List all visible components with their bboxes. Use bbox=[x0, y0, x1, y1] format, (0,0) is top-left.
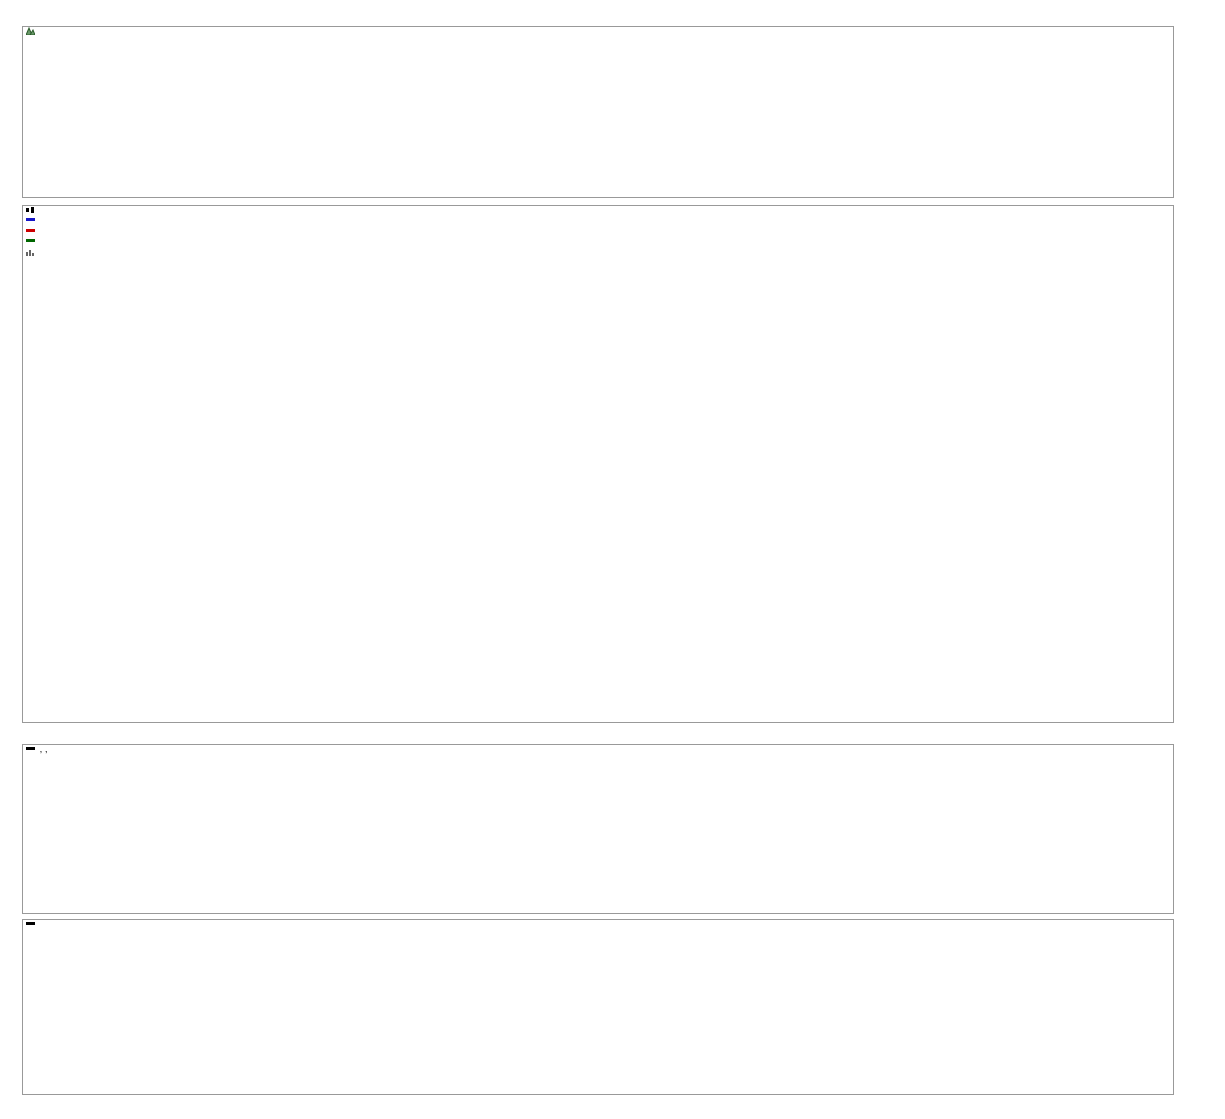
candlestick-icon bbox=[26, 206, 35, 214]
macd-plot-area[interactable] bbox=[22, 744, 1174, 914]
chart-header bbox=[0, 0, 1225, 24]
rsi-plot-area[interactable] bbox=[22, 26, 1174, 198]
bollinger-swatch bbox=[26, 239, 35, 243]
macd-panel: , , bbox=[22, 744, 1174, 914]
ma12-swatch bbox=[26, 228, 35, 232]
stochastic-swatch bbox=[26, 921, 35, 925]
rsi-legend bbox=[25, 26, 37, 38]
rsi-panel bbox=[22, 26, 1174, 198]
macd-swatch bbox=[26, 746, 35, 750]
price-legend bbox=[26, 206, 37, 259]
rsi-indicator-icon bbox=[25, 26, 36, 36]
price-panel bbox=[22, 205, 1174, 723]
macd-legend-comma1: , bbox=[39, 744, 43, 755]
volume-bars-icon bbox=[26, 248, 35, 256]
stochastic-legend bbox=[26, 920, 37, 931]
stochastic-series-overlay bbox=[22, 919, 1174, 1095]
ma1-swatch bbox=[26, 218, 35, 222]
stochastic-plot-area[interactable] bbox=[22, 919, 1174, 1095]
macd-legend-comma2: , bbox=[44, 744, 48, 755]
macd-series-overlay bbox=[22, 744, 1174, 914]
price-plot-area[interactable] bbox=[22, 205, 1174, 723]
price-series-overlay bbox=[22, 205, 1174, 723]
stochastic-panel bbox=[22, 919, 1174, 1095]
rsi-line-overlay bbox=[22, 26, 1174, 198]
macd-legend: , , bbox=[26, 744, 48, 756]
